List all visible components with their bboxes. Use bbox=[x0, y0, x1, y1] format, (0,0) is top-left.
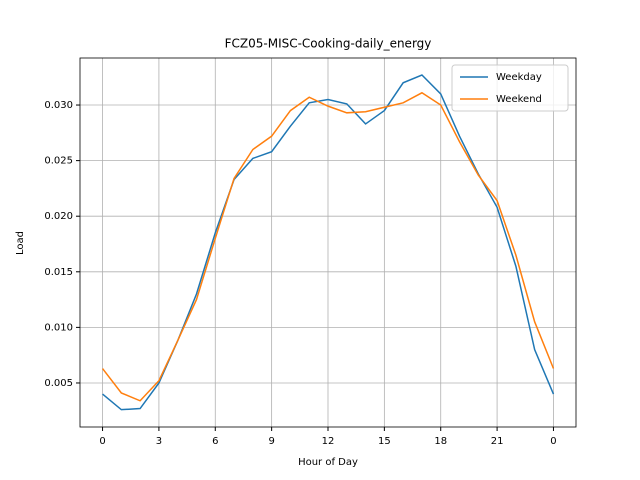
x-tick-label: 0 bbox=[550, 436, 556, 447]
legend-label: Weekday bbox=[496, 72, 542, 83]
y-tick-label: 0.005 bbox=[44, 378, 73, 389]
x-tick-label: 9 bbox=[268, 436, 274, 447]
legend-label: Weekend bbox=[496, 94, 542, 105]
x-tick-label: 0 bbox=[99, 436, 105, 447]
y-axis-label: Load bbox=[15, 231, 26, 255]
x-tick-label: 21 bbox=[491, 436, 504, 447]
plot-frame bbox=[79, 57, 577, 428]
line-series bbox=[101, 91, 555, 402]
y-tick-label: 0.025 bbox=[44, 156, 73, 167]
y-tick-label: 0.020 bbox=[44, 211, 73, 222]
chart-title: FCZ05-MISC-Cooking-daily_energy bbox=[225, 37, 432, 51]
y-tick-label: 0.030 bbox=[44, 100, 73, 111]
x-tick-label: 18 bbox=[434, 436, 447, 447]
y-tick-label: 0.010 bbox=[44, 322, 73, 333]
x-tick-label: 3 bbox=[156, 436, 162, 447]
x-axis-label: Hour of Day bbox=[298, 457, 358, 468]
x-tick-label: 15 bbox=[378, 436, 391, 447]
x-tick-label: 12 bbox=[322, 436, 335, 447]
x-tick-label: 6 bbox=[212, 436, 218, 447]
y-tick-label: 0.015 bbox=[44, 267, 73, 278]
